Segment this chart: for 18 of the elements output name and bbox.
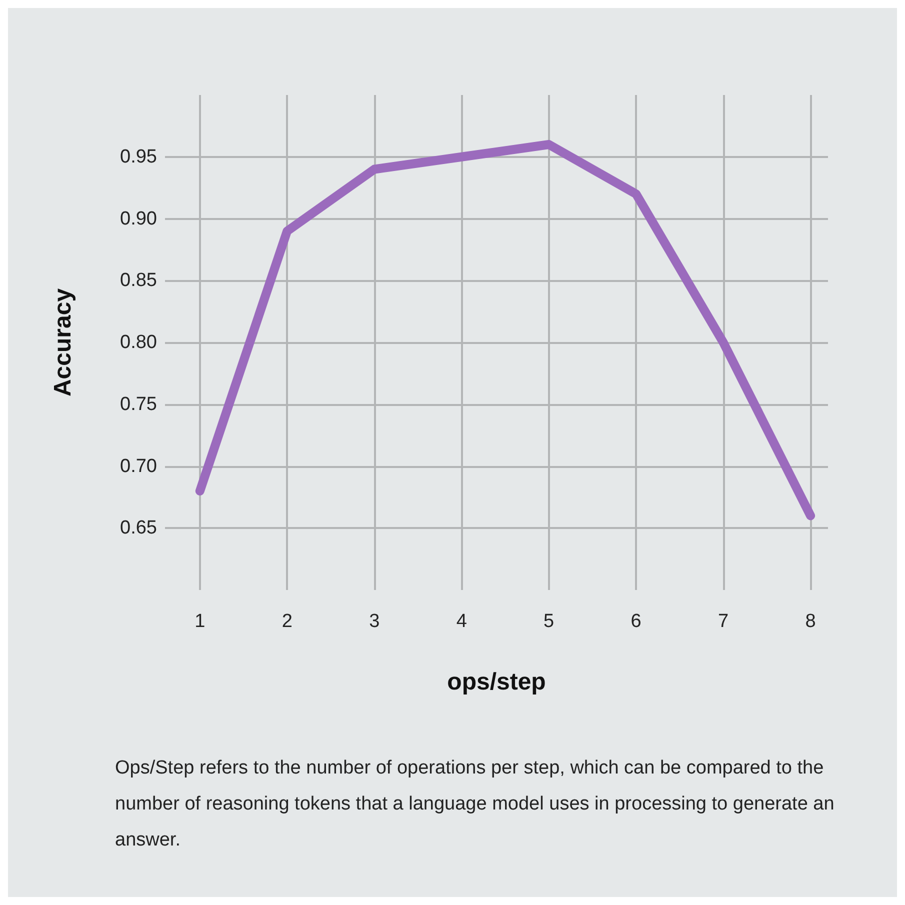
- y-tick-label: 0.70: [120, 456, 157, 477]
- x-tick-label: 1: [194, 611, 206, 632]
- x-tick-label: 8: [805, 611, 816, 632]
- text: Ops/Step refers to the number of operations per step, which can be compared to the number of reasoning tokens that a language model uses in processing to generate an answer.: [115, 758, 840, 850]
- y-tick-label: 0.95: [120, 146, 157, 168]
- x-tick-label: 7: [718, 611, 729, 632]
- x-tick-label: 5: [544, 611, 554, 632]
- x-tick-label: 6: [630, 611, 642, 632]
- y-tick-label: 0.80: [120, 332, 157, 353]
- x-tick-label: 2: [282, 611, 292, 632]
- x-axis-title: ops/step: [447, 668, 546, 696]
- y-tick-label: 0.85: [120, 270, 157, 292]
- y-tick-label: 0.65: [120, 518, 157, 539]
- y-axis-title: Accuracy: [50, 288, 76, 397]
- x-tick-label: 3: [369, 611, 380, 632]
- y-tick-label: 0.90: [120, 208, 157, 230]
- x-tick-label: 4: [456, 611, 468, 632]
- y-tick-label: 0.75: [120, 394, 157, 415]
